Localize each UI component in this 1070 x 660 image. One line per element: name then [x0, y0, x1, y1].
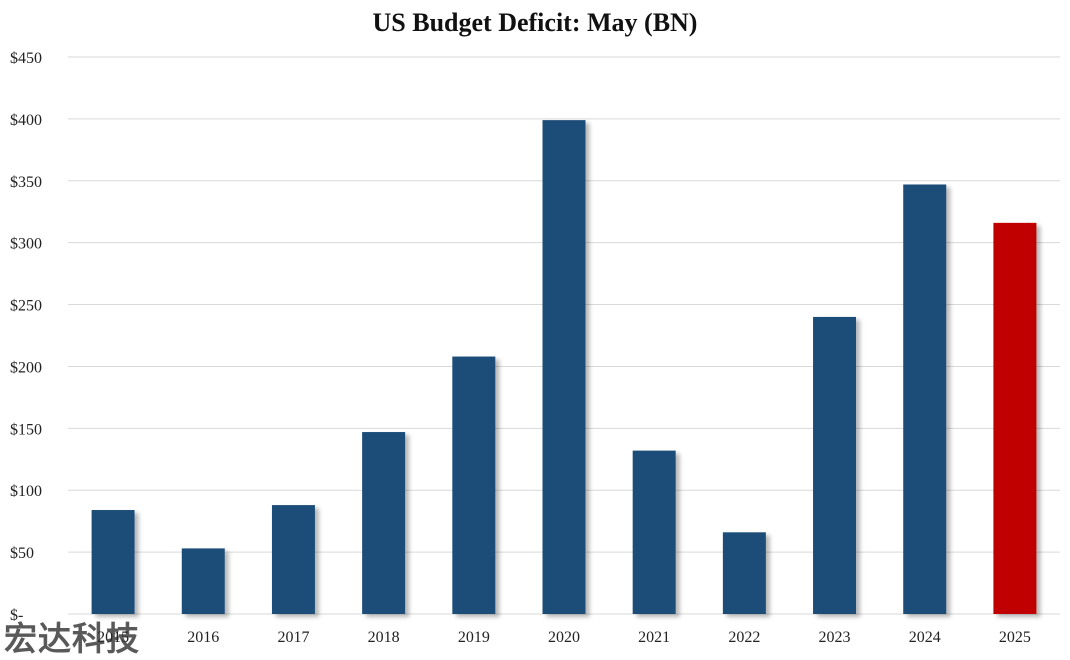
bar-2024	[903, 184, 947, 615]
x-tick-label: 2016	[187, 629, 219, 646]
y-tick-label: $400	[10, 112, 42, 129]
bar-2018	[362, 432, 406, 614]
y-tick-label: $100	[10, 483, 42, 500]
bar-2015	[91, 510, 135, 614]
y-tick-label: $150	[10, 421, 42, 438]
y-tick-label: $350	[10, 174, 42, 191]
x-tick-label: 2021	[638, 629, 670, 646]
bar-2017	[271, 505, 315, 614]
x-axis-ticks: 2015 2016 2017 2018 2019 2020 2021 2022 2023 2024…	[97, 629, 1031, 646]
bar-2020	[542, 120, 586, 615]
chart-title: US Budget Deficit: May (BN)	[373, 8, 698, 37]
y-tick-label: $50	[10, 545, 34, 562]
x-tick-label: 2025	[999, 629, 1031, 646]
x-tick-label: 2015	[97, 629, 129, 646]
x-tick-label: 2022	[728, 629, 760, 646]
y-tick-label: $250	[10, 298, 42, 315]
bar-2019	[452, 356, 496, 614]
y-tick-label: $300	[10, 236, 42, 253]
bar-2025	[993, 222, 1037, 614]
bar-2022	[722, 532, 766, 614]
bar-2023	[813, 316, 857, 614]
y-tick-label: $200	[10, 359, 42, 376]
y-tick-label: $-	[10, 607, 23, 624]
x-tick-label: 2017	[277, 629, 309, 646]
bar-2021	[632, 450, 676, 614]
x-tick-label: 2018	[368, 629, 400, 646]
bars	[91, 120, 1037, 615]
x-tick-label: 2020	[548, 629, 580, 646]
y-tick-label: $450	[10, 50, 42, 67]
x-tick-label: 2019	[458, 629, 490, 646]
bar-2016	[181, 548, 225, 614]
watermark-logo: 宏达科技	[4, 619, 140, 658]
x-tick-label: 2023	[819, 629, 851, 646]
y-axis-ticks: $- $50 $100 $150 $200 $250 $300 $350 $400 $450	[10, 50, 42, 624]
x-tick-label: 2024	[909, 629, 941, 646]
